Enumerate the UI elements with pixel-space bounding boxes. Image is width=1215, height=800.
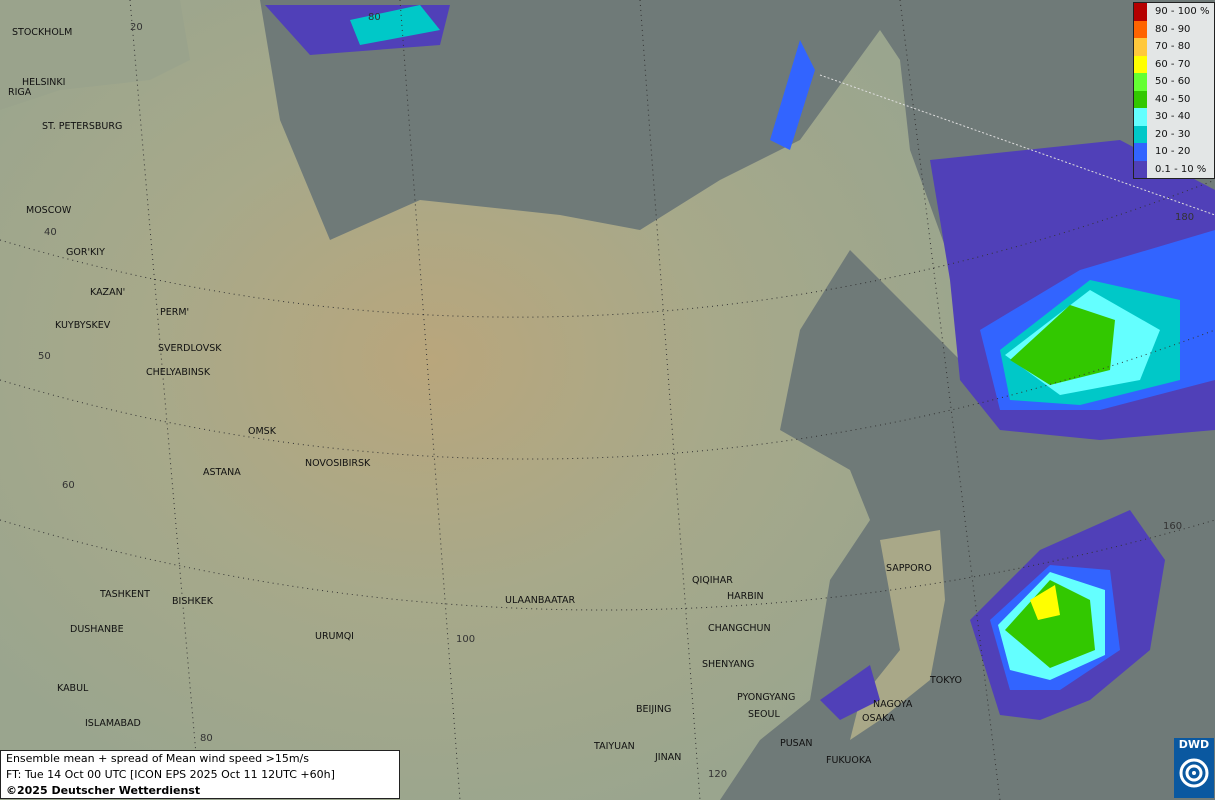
legend-item: 50 - 60 [1134, 73, 1214, 91]
caption-box: Ensemble mean + spread of Mean wind spee… [0, 750, 400, 799]
wind-blob-pacific [930, 140, 1215, 440]
legend-item: 70 - 80 [1134, 38, 1214, 56]
city-label: PERM' [160, 307, 190, 318]
city-label: SAPPORO [886, 563, 932, 574]
legend-label: 90 - 100 % [1155, 6, 1210, 18]
legend-label: 20 - 30 [1155, 128, 1191, 140]
city-label: HARBIN [727, 591, 764, 602]
city-label: CHELYABINSK [146, 367, 211, 378]
city-label: KAZAN' [90, 287, 126, 298]
city-label: SHENYANG [702, 659, 755, 670]
swirl-icon [1179, 758, 1209, 788]
city-label: OSAKA [862, 713, 895, 724]
grid-label: 100 [456, 634, 476, 645]
city-label: TOKYO [930, 675, 962, 686]
legend-swatch [1134, 20, 1147, 38]
city-label: KABUL [57, 683, 89, 694]
city-label: NOVOSIBIRSK [305, 458, 371, 469]
logo-text: DWD [1178, 738, 1210, 751]
city-label: MOSCOW [26, 205, 72, 216]
city-label: ISLAMABAD [85, 718, 141, 729]
legend-item: 90 - 100 % [1134, 3, 1214, 21]
caption-forecast-time: FT: Tue 14 Oct 00 UTC [ICON EPS 2025 Oct… [6, 768, 335, 781]
grid-label: 120 [708, 769, 728, 780]
legend-swatch [1134, 55, 1147, 73]
caption-copyright: ©2025 Deutscher Wetterdienst [6, 784, 201, 797]
city-label: OMSK [248, 426, 276, 437]
city-label: KUYBYSKEV [55, 320, 111, 331]
legend-label: 60 - 70 [1155, 58, 1191, 70]
city-label: BEIJING [636, 704, 672, 715]
dwd-logo: DWD [1174, 738, 1214, 798]
city-label: ASTANA [203, 467, 241, 478]
legend-swatch [1134, 160, 1147, 178]
legend-swatch [1134, 90, 1147, 108]
legend-item: 30 - 40 [1134, 108, 1214, 126]
grid-label: 40 [44, 227, 57, 238]
land-eurasia [0, 0, 960, 800]
legend-swatch [1134, 3, 1147, 21]
grid-label: 80 [368, 12, 381, 23]
city-label: TAIYUAN [594, 741, 635, 752]
city-label: SEOUL [748, 709, 780, 720]
city-label: BISHKEK [172, 596, 213, 607]
legend-swatch [1134, 73, 1147, 91]
legend-item: 40 - 50 [1134, 90, 1214, 108]
city-label: SVERDLOVSK [158, 343, 222, 354]
legend-swatch [1134, 108, 1147, 126]
city-label: PYONGYANG [737, 692, 796, 703]
legend-item: 0.1 - 10 % [1134, 160, 1214, 178]
city-label: DUSHANBE [70, 624, 124, 635]
legend-label: 30 - 40 [1155, 111, 1191, 123]
legend-item: 60 - 70 [1134, 55, 1214, 73]
wind-blob-siberia-coast [770, 40, 815, 150]
legend-swatch [1134, 38, 1147, 56]
legend-label: 10 - 20 [1155, 146, 1191, 158]
city-label: QIQIHAR [692, 575, 733, 586]
city-label: TASHKENT [100, 589, 150, 600]
grid-label: 20 [130, 22, 143, 33]
legend-item: 20 - 30 [1134, 125, 1214, 143]
legend-swatch [1134, 143, 1147, 161]
legend-label: 0.1 - 10 % [1155, 163, 1207, 175]
city-label: RIGA [8, 87, 32, 98]
city-label: ULAANBAATAR [505, 595, 576, 606]
legend-item: 80 - 90 [1134, 20, 1214, 38]
grid-label: 60 [62, 480, 75, 491]
city-label: PUSAN [780, 738, 813, 749]
legend-label: 50 - 60 [1155, 76, 1191, 88]
grid-label: 50 [38, 351, 51, 362]
city-label: HELSINKI [22, 77, 66, 88]
grid-label: 180 [1175, 212, 1195, 223]
city-label: NAGOYA [873, 699, 913, 710]
legend: 90 - 100 % 80 - 90 70 - 80 60 - 70 50 - 60 40… [1133, 2, 1215, 179]
legend-label: 40 - 50 [1155, 93, 1191, 105]
city-label: JINAN [655, 752, 682, 763]
legend-item: 10 - 20 [1134, 143, 1214, 161]
wind-blob-korea-strait [820, 665, 880, 720]
city-label: STOCKHOLM [12, 27, 73, 38]
legend-label: 70 - 80 [1155, 41, 1191, 53]
caption-title: Ensemble mean + spread of Mean wind spee… [6, 752, 309, 765]
city-label: ST. PETERSBURG [42, 121, 123, 132]
city-label: GOR'KIY [66, 247, 105, 258]
legend-swatch [1134, 125, 1147, 143]
land-scandinavia [0, 0, 190, 110]
wind-blob-japan-east [970, 510, 1165, 720]
city-label: URUMQI [315, 631, 354, 642]
grid-label: 80 [200, 733, 213, 744]
grid-label: 160 [1163, 521, 1183, 532]
city-label: FUKUOKA [826, 755, 872, 766]
city-label: CHANGCHUN [708, 623, 771, 634]
legend-label: 80 - 90 [1155, 23, 1191, 35]
